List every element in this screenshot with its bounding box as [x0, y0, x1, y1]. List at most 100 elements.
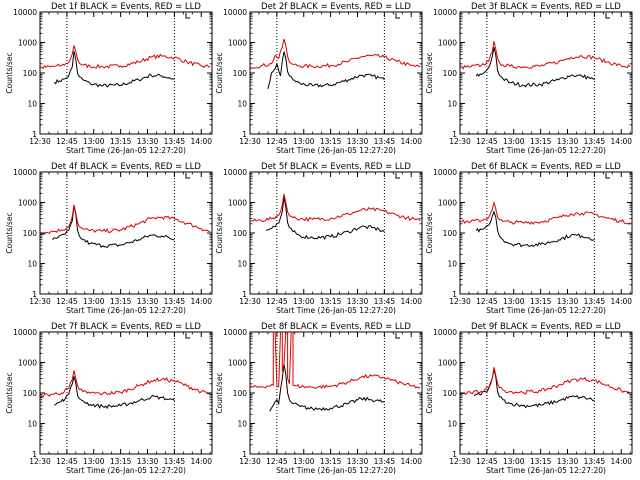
- y-tick-label: 1000: [438, 359, 457, 368]
- red-lld-series-line: [460, 41, 631, 70]
- x-axis-label: Start Time (26-Jan-05 12:27:20): [66, 146, 186, 155]
- red-lld-series-line: [460, 367, 631, 395]
- x-tick-label: 12:45: [476, 457, 498, 466]
- corner-marker: [185, 333, 190, 339]
- y-tick-label: 10: [237, 420, 247, 429]
- x-axis-label: Start Time (26-Jan-05 12:27:20): [486, 146, 606, 155]
- red-lld-series-line: [460, 200, 631, 225]
- y-tick-label: 1: [242, 290, 247, 299]
- corner-marker: [185, 13, 190, 19]
- y-tick-label: 1: [452, 450, 457, 459]
- y-axis-label: Counts/sec: [5, 52, 14, 93]
- plot-area: [460, 172, 631, 294]
- y-tick-label: 10: [237, 100, 247, 109]
- plot-area: [250, 12, 421, 134]
- black-events-series-line: [265, 197, 385, 240]
- panel-3: Det 3f BLACK = Events, RED = LLD 1 10 100 10…: [425, 2, 633, 155]
- x-tick-label: 13:45: [164, 457, 186, 466]
- y-tick-label: 1000: [18, 359, 37, 368]
- x-tick-label: 12:45: [56, 297, 78, 306]
- x-tick-label: 14:00: [190, 457, 212, 466]
- black-events-series-line: [475, 210, 595, 248]
- y-tick-label: 100: [233, 229, 248, 238]
- x-tick-label: 14:00: [610, 297, 632, 306]
- y-tick-label: 1: [32, 290, 37, 299]
- red-lld-series-line: [40, 45, 211, 70]
- x-tick-label: 13:30: [137, 457, 159, 466]
- y-tick-label: 1: [242, 130, 247, 139]
- x-tick-label: 13:00: [83, 457, 105, 466]
- black-events-series-line: [475, 47, 595, 88]
- x-tick-label: 12:30: [449, 297, 471, 306]
- black-events-series-line: [54, 376, 175, 410]
- corner-marker: [605, 333, 610, 339]
- x-tick-label: 13:30: [557, 297, 579, 306]
- x-tick-label: 12:30: [449, 457, 471, 466]
- x-tick-label: 13:30: [137, 137, 159, 146]
- y-tick-label: 10: [27, 100, 37, 109]
- black-events-series-line: [53, 51, 175, 88]
- y-tick-label: 10000: [223, 8, 247, 17]
- x-axis-label: Start Time (26-Jan-05 12:27:20): [276, 306, 396, 315]
- y-tick-label: 1000: [18, 199, 37, 208]
- red-lld-series-line: [250, 332, 421, 390]
- y-tick-label: 10000: [13, 168, 37, 177]
- y-axis-label: Counts/sec: [215, 52, 224, 93]
- red-lld-series-line: [40, 370, 211, 398]
- y-axis-label: Counts/sec: [215, 212, 224, 253]
- y-tick-label: 10000: [433, 168, 457, 177]
- x-tick-label: 12:45: [476, 137, 498, 146]
- x-tick-label: 13:00: [503, 457, 525, 466]
- y-tick-label: 1000: [438, 199, 457, 208]
- y-tick-label: 10000: [433, 8, 457, 17]
- red-lld-series-line: [40, 204, 211, 235]
- y-tick-label: 1000: [18, 39, 37, 48]
- x-tick-label: 13:15: [530, 297, 552, 306]
- panel-title: Det 7f BLACK = Events, RED = LLD: [51, 322, 201, 332]
- x-tick-label: 12:45: [266, 457, 288, 466]
- x-tick-label: 13:15: [320, 137, 342, 146]
- x-tick-label: 13:15: [320, 457, 342, 466]
- x-tick-label: 13:15: [110, 137, 132, 146]
- y-tick-label: 1: [32, 450, 37, 459]
- y-tick-label: 10: [27, 420, 37, 429]
- y-tick-label: 10: [447, 100, 457, 109]
- y-axis-label: Counts/sec: [5, 372, 14, 413]
- panel-8: Det 8f BLACK = Events, RED = LLD 1 10 100 10…: [215, 322, 423, 475]
- x-tick-label: 13:45: [584, 137, 606, 146]
- plot-area: [40, 332, 211, 454]
- x-tick-label: 13:30: [557, 457, 579, 466]
- y-tick-label: 100: [23, 69, 38, 78]
- y-tick-label: 10000: [223, 168, 247, 177]
- plot-area: [40, 12, 211, 134]
- plot-area: [460, 12, 631, 134]
- black-events-series-line: [267, 51, 385, 90]
- y-tick-label: 10000: [433, 328, 457, 337]
- y-axis-label: Counts/sec: [5, 212, 14, 253]
- x-tick-label: 12:30: [29, 297, 51, 306]
- panel-title: Det 3f BLACK = Events, RED = LLD: [471, 2, 621, 12]
- y-tick-label: 100: [443, 389, 458, 398]
- plot-area: [250, 172, 421, 294]
- x-tick-label: 13:45: [374, 297, 396, 306]
- x-tick-label: 13:00: [83, 297, 105, 306]
- y-tick-label: 10: [447, 260, 457, 269]
- y-tick-label: 100: [23, 229, 38, 238]
- panel-5: Det 5f BLACK = Events, RED = LLD 1 10 100 10…: [215, 162, 423, 315]
- y-tick-label: 1: [32, 130, 37, 139]
- x-tick-label: 12:30: [29, 137, 51, 146]
- y-axis-label: Counts/sec: [425, 52, 434, 93]
- y-axis-label: Counts/sec: [425, 372, 434, 413]
- panel-title: Det 8f BLACK = Events, RED = LLD: [261, 322, 411, 332]
- x-axis-label: Start Time (26-Jan-05 12:27:20): [486, 306, 606, 315]
- y-tick-label: 100: [233, 389, 248, 398]
- x-tick-label: 12:30: [449, 137, 471, 146]
- y-axis-label: Counts/sec: [425, 212, 434, 253]
- corner-marker: [395, 13, 400, 19]
- x-tick-label: 13:00: [293, 297, 315, 306]
- x-tick-label: 13:15: [530, 457, 552, 466]
- y-tick-label: 1: [242, 450, 247, 459]
- x-tick-label: 13:00: [503, 297, 525, 306]
- panel-9: Det 9f BLACK = Events, RED = LLD 1 10 100 10…: [425, 322, 633, 475]
